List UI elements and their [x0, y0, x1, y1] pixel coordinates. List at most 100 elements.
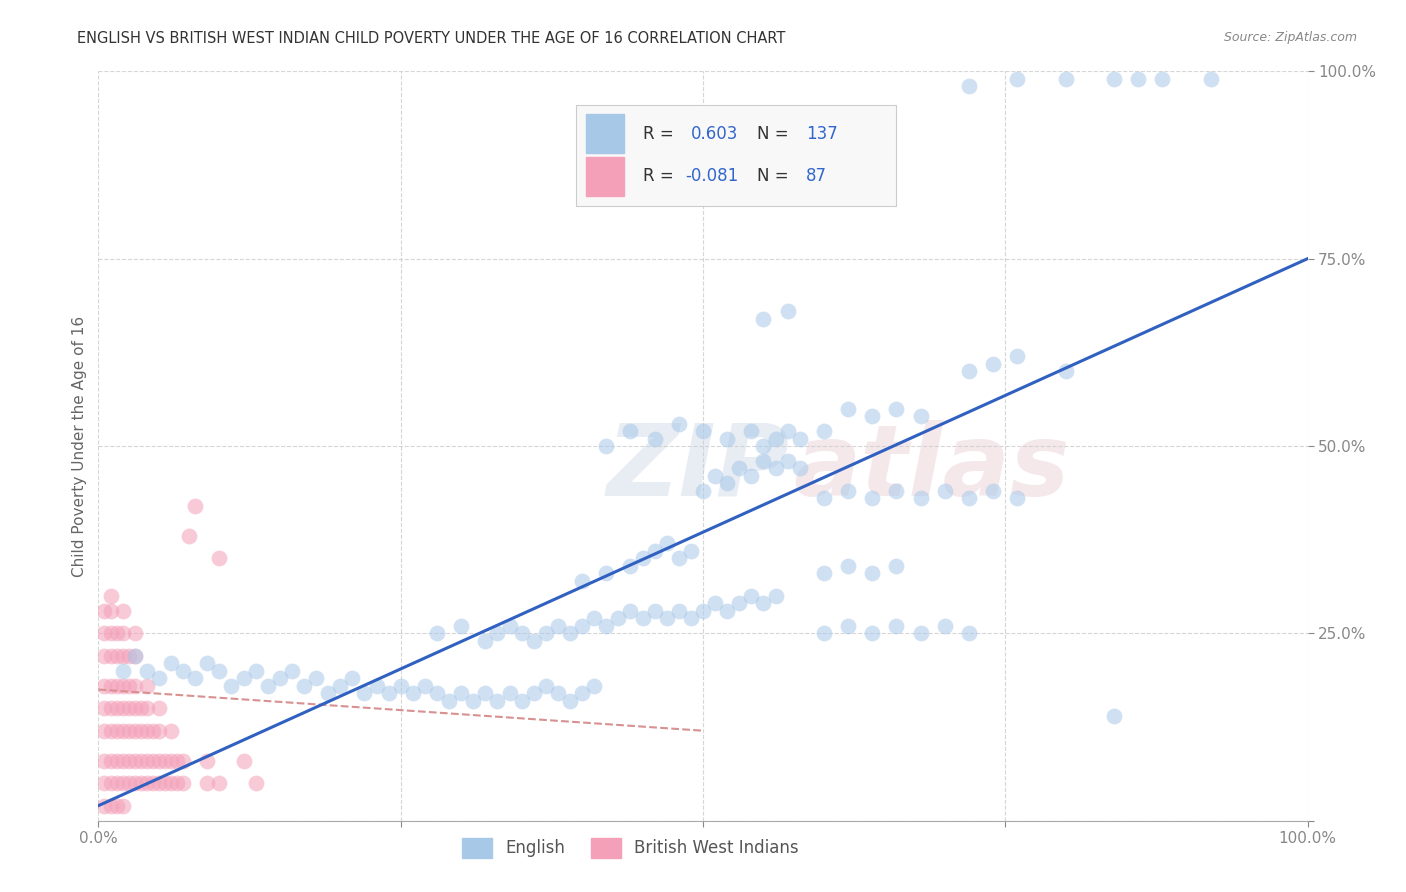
Point [558, 626, 581, 640]
Point [118, 679, 141, 693]
Point [498, 619, 520, 633]
Text: 87: 87 [806, 168, 827, 186]
Point [704, 469, 727, 483]
Point [668, 604, 690, 618]
Point [668, 417, 690, 431]
Point [595, 566, 617, 581]
Point [1199, 71, 1222, 86]
Point [124, 626, 146, 640]
Point [655, 611, 678, 625]
Point [208, 551, 231, 566]
Point [124, 754, 146, 768]
Point [558, 694, 581, 708]
Point [342, 671, 364, 685]
Point [105, 754, 128, 768]
Legend: English, British West Indians: English, British West Indians [456, 831, 806, 864]
Point [111, 679, 134, 693]
Point [860, 491, 883, 506]
Point [232, 754, 254, 768]
Point [100, 679, 122, 693]
Point [148, 723, 170, 738]
Point [752, 439, 775, 453]
Point [292, 679, 315, 693]
Point [534, 626, 557, 640]
Point [679, 611, 702, 625]
Point [813, 566, 835, 581]
Point [389, 679, 412, 693]
Point [118, 701, 141, 715]
Point [981, 483, 1004, 498]
Point [245, 664, 267, 678]
Point [679, 544, 702, 558]
Point [1102, 71, 1125, 86]
Point [135, 679, 157, 693]
Point [100, 798, 122, 813]
Point [934, 619, 956, 633]
Point [752, 311, 775, 326]
Point [957, 364, 980, 378]
Point [860, 626, 883, 640]
Point [184, 499, 207, 513]
Point [886, 401, 908, 416]
Point [124, 701, 146, 715]
FancyBboxPatch shape [576, 105, 897, 206]
Point [111, 648, 134, 663]
Point [595, 619, 617, 633]
Point [148, 776, 170, 790]
Point [148, 754, 170, 768]
Point [153, 754, 176, 768]
Point [716, 432, 738, 446]
Point [450, 619, 472, 633]
Point [111, 754, 134, 768]
Point [195, 776, 218, 790]
Point [583, 679, 606, 693]
Point [93, 679, 115, 693]
Point [208, 664, 231, 678]
Point [100, 776, 122, 790]
Point [135, 776, 157, 790]
Point [135, 701, 157, 715]
Point [765, 461, 787, 475]
Point [486, 626, 509, 640]
Point [765, 589, 787, 603]
Point [813, 626, 835, 640]
Point [142, 776, 165, 790]
Point [100, 626, 122, 640]
Point [728, 461, 751, 475]
Point [571, 574, 593, 588]
Point [426, 626, 449, 640]
Point [160, 723, 183, 738]
Point [208, 776, 231, 790]
Point [595, 439, 617, 453]
Point [1007, 491, 1029, 506]
Point [135, 723, 157, 738]
Point [100, 589, 122, 603]
Point [1054, 71, 1077, 86]
Point [366, 679, 388, 693]
Point [100, 701, 122, 715]
Point [934, 483, 956, 498]
Point [692, 483, 714, 498]
Point [100, 648, 122, 663]
Point [160, 657, 183, 671]
Point [752, 454, 775, 468]
Point [135, 664, 157, 678]
Point [837, 401, 859, 416]
Point [474, 686, 496, 700]
Point [118, 723, 141, 738]
Point [166, 754, 188, 768]
Point [886, 619, 908, 633]
Point [232, 671, 254, 685]
Point [837, 619, 859, 633]
Point [93, 701, 115, 715]
Point [93, 798, 115, 813]
Point [124, 679, 146, 693]
Point [860, 566, 883, 581]
Point [463, 694, 485, 708]
Point [474, 633, 496, 648]
Text: R =: R = [643, 125, 679, 143]
Point [402, 686, 425, 700]
Point [1102, 708, 1125, 723]
Point [105, 679, 128, 693]
Point [111, 723, 134, 738]
